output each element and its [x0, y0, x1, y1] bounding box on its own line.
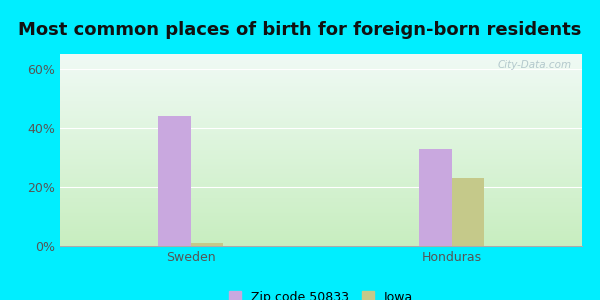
- Bar: [452, 178, 484, 246]
- Text: City-Data.com: City-Data.com: [497, 60, 572, 70]
- Bar: [419, 148, 452, 246]
- Legend: Zip code 50833, Iowa: Zip code 50833, Iowa: [225, 287, 417, 300]
- Text: Most common places of birth for foreign-born residents: Most common places of birth for foreign-…: [19, 21, 581, 39]
- Bar: [158, 116, 191, 246]
- Bar: [191, 243, 223, 246]
